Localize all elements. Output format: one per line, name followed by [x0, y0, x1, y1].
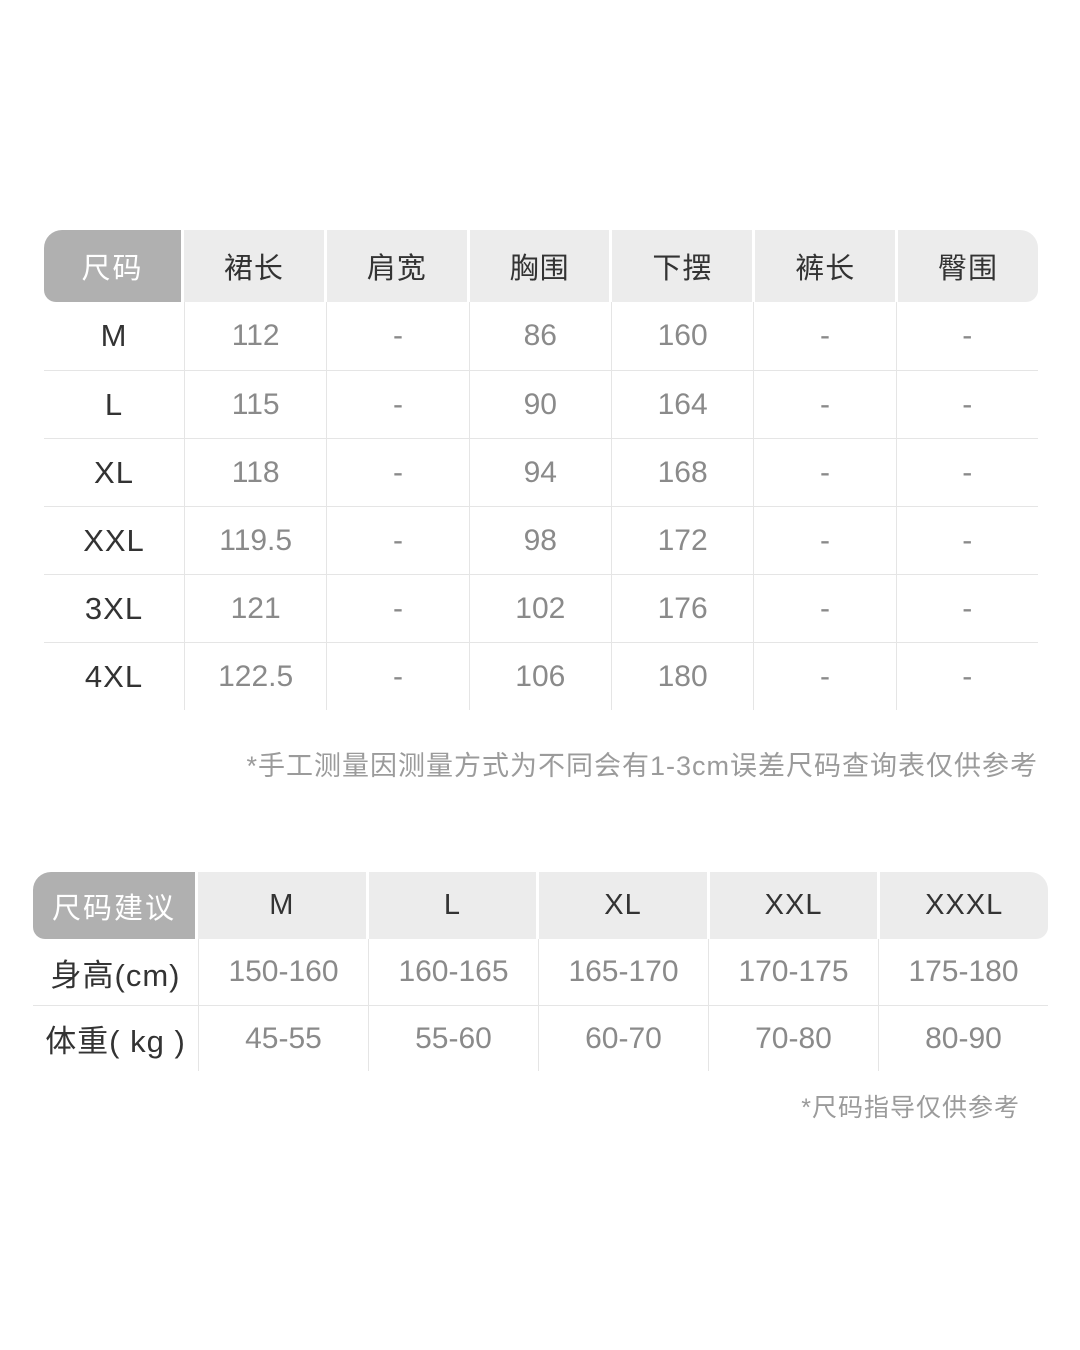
table1-value-cell: - — [326, 643, 468, 710]
measurement-table-corner-header: 尺码 — [44, 230, 184, 302]
table1-value-cell: - — [326, 575, 468, 642]
table1-row: XXL 119.5-98 172- - — [44, 506, 1038, 574]
table1-row-label: L — [104, 386, 124, 422]
table1-value-cell: 176 — [610, 575, 753, 642]
table1-column-header: 下摆 — [609, 230, 753, 302]
table1-value-cell: 160 — [610, 302, 753, 370]
recommendation-table-header-row: 尺码建议 M L XL XXL XXXL — [33, 872, 1048, 939]
table1-value-cell: - — [753, 507, 895, 574]
table1-row: L 115-90 164- - — [44, 370, 1038, 438]
table2-column-header: M — [198, 872, 366, 939]
table1-value-cell: 90 — [468, 371, 611, 438]
measurement-table-header-row: 尺码 裙长 肩宽 胸围 下摆 裤长 臀围 — [44, 230, 1038, 302]
table2-column-header: XL — [536, 872, 707, 939]
table2-row-label: 身高(cm) — [50, 957, 181, 993]
table2-value-cell: 150-160 — [198, 939, 368, 1005]
table1-value-cell: - — [326, 302, 468, 370]
measurement-table-footnote: *手工测量因测量方式为不同会有1-3cm误差尺码查询表仅供参考 — [246, 751, 1038, 781]
table1-row-label: 4XL — [84, 658, 144, 694]
table1-value-cell: 119.5 — [184, 507, 326, 574]
table1-column-header: 胸围 — [466, 230, 610, 302]
table1-value-cell: - — [753, 439, 895, 506]
table2-value-cell: 45-55 — [198, 1006, 368, 1071]
table1-column-header: 裙长 — [184, 230, 324, 302]
table1-value-cell: 106 — [468, 643, 611, 710]
table2-value-cell: 175-180 — [878, 939, 1048, 1005]
table1-row: XL 118-94 168- - — [44, 438, 1038, 506]
table1-value-cell: - — [895, 507, 1038, 574]
table2-value-cell: 165-170 — [538, 939, 708, 1005]
table1-row-label: XL — [94, 454, 134, 490]
recommendation-table-footnote: *尺码指导仅供参考 — [801, 1094, 1020, 1122]
measurement-table-header-band: 裙长 肩宽 胸围 下摆 裤长 臀围 — [184, 230, 1038, 302]
recommendation-table: 尺码建议 M L XL XXL XXXL 身高(cm) 150-160 160-165 165… — [33, 872, 1048, 1071]
measurement-table-body: M 112-86 160- - L 115-90 164- - XL 118-94 168- - XXL… — [44, 302, 1038, 710]
table1-value-cell: - — [895, 643, 1038, 710]
table2-row: 身高(cm) 150-160 160-165 165-170 170-175 175-18… — [33, 939, 1048, 1005]
table1-row-label: XXL — [83, 522, 145, 558]
table1-column-header: 裤长 — [752, 230, 896, 302]
table1-value-cell: - — [895, 371, 1038, 438]
table1-value-cell: - — [753, 643, 895, 710]
table1-value-cell: 172 — [610, 507, 753, 574]
table1-value-cell: - — [326, 439, 468, 506]
table1-value-cell: - — [895, 302, 1038, 370]
table1-value-cell: 94 — [468, 439, 611, 506]
table2-value-cell: 80-90 — [878, 1006, 1048, 1071]
table2-column-header: XXXL — [877, 872, 1048, 939]
table1-column-header: 臀围 — [895, 230, 1038, 302]
table2-column-header: L — [365, 872, 537, 939]
table2-value-cell: 170-175 — [708, 939, 878, 1005]
table1-value-cell: 118 — [184, 439, 326, 506]
table1-value-cell: - — [326, 507, 468, 574]
table2-value-cell: 55-60 — [368, 1006, 538, 1071]
table1-value-cell: - — [753, 575, 895, 642]
table1-value-cell: 115 — [184, 371, 326, 438]
table1-value-cell: 164 — [610, 371, 753, 438]
table1-value-cell: - — [326, 371, 468, 438]
table2-value-cell: 60-70 — [538, 1006, 708, 1071]
table1-value-cell: 102 — [468, 575, 611, 642]
recommendation-table-corner-header: 尺码建议 — [33, 872, 198, 939]
table1-value-cell: - — [753, 371, 895, 438]
table1-row: 4XL 122.5-106 180- - — [44, 642, 1038, 710]
table1-value-cell: 86 — [468, 302, 611, 370]
table1-value-cell: - — [753, 302, 895, 370]
table1-row: M 112-86 160- - — [44, 302, 1038, 370]
table1-row-label: M — [100, 318, 128, 353]
table1-row-label: 3XL — [84, 590, 144, 626]
recommendation-table-header-band: M L XL XXL XXXL — [198, 872, 1048, 939]
table1-value-cell: - — [895, 439, 1038, 506]
table2-row-label: 体重( kg ) — [45, 1024, 186, 1059]
table1-value-cell: 121 — [184, 575, 326, 642]
table1-column-header: 肩宽 — [323, 230, 467, 302]
table2-row: 体重( kg ) 45-55 55-60 60-70 70-80 80-90 — [33, 1005, 1048, 1071]
table2-value-cell: 160-165 — [368, 939, 538, 1005]
measurement-table: 尺码 裙长 肩宽 胸围 下摆 裤长 臀围 M 112-86 160- - L 115-90 164- -… — [44, 230, 1038, 710]
table1-value-cell: 122.5 — [184, 643, 326, 710]
table2-value-cell: 70-80 — [708, 1006, 878, 1071]
table1-value-cell: - — [895, 575, 1038, 642]
table1-row: 3XL 121-102 176- - — [44, 574, 1038, 642]
table1-value-cell: 98 — [468, 507, 611, 574]
table1-value-cell: 112 — [184, 302, 326, 370]
table2-column-header: XXL — [706, 872, 878, 939]
table1-value-cell: 180 — [610, 643, 753, 710]
recommendation-table-body: 身高(cm) 150-160 160-165 165-170 170-175 175-18… — [33, 939, 1048, 1071]
table1-value-cell: 168 — [610, 439, 753, 506]
